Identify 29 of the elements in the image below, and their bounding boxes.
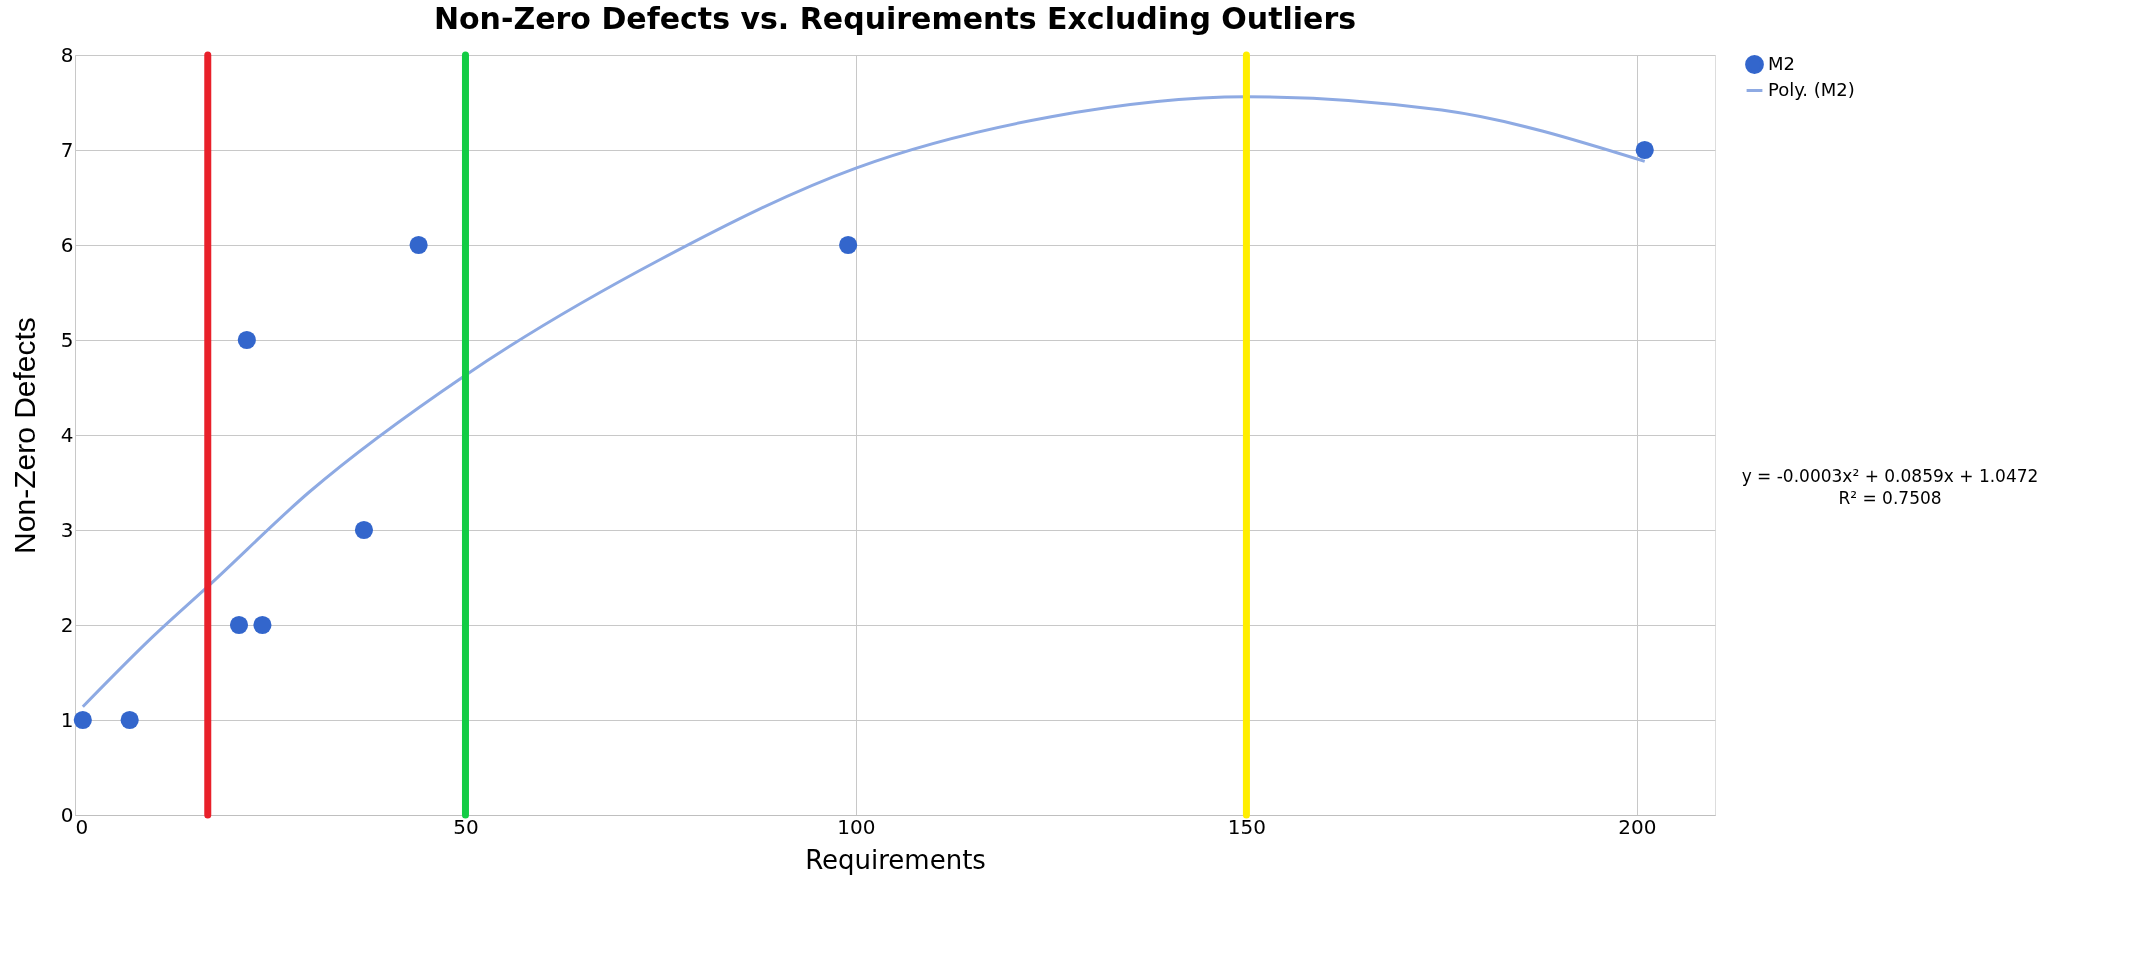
- point: [73, 710, 92, 730]
- point: [839, 235, 858, 255]
- point: [409, 235, 428, 255]
- legend-label: M2: [1768, 52, 1795, 74]
- y-tick-label: 4: [60, 422, 74, 447]
- point: [1635, 140, 1654, 160]
- y-tick-label: 7: [60, 137, 74, 162]
- y-tick-label: 5: [60, 327, 74, 352]
- text: R² = 0.7508: [1838, 487, 1942, 508]
- text: y = -0.0003x² + 0.0859x + 1.0472: [1741, 465, 2039, 486]
- x-axis-title: Requirements: [805, 844, 986, 875]
- line-series: [81, 95, 1647, 709]
- y-tick-label: 1: [60, 707, 74, 732]
- x-tick-label: 100: [837, 814, 876, 839]
- point: [237, 330, 256, 350]
- legend-label: Poly. (M2): [1768, 78, 1855, 100]
- point: [120, 710, 139, 730]
- chart-title: Non-Zero Defects vs. Requirements Excluding Outliers: [433, 1, 1357, 36]
- y-tick-label: 2: [60, 612, 74, 637]
- y-axis-title: Non-Zero Defects: [7, 317, 41, 554]
- point: [253, 615, 272, 635]
- y-tick-label: 3: [60, 517, 74, 542]
- x-tick-label: 150: [1227, 814, 1267, 839]
- point: [229, 615, 249, 635]
- x-tick-label: 200: [1618, 814, 1657, 839]
- point: [354, 520, 374, 540]
- y-tick-label: 6: [60, 232, 74, 257]
- x-tick-label: 50: [453, 814, 479, 839]
- y-tick-label: 8: [60, 42, 74, 67]
